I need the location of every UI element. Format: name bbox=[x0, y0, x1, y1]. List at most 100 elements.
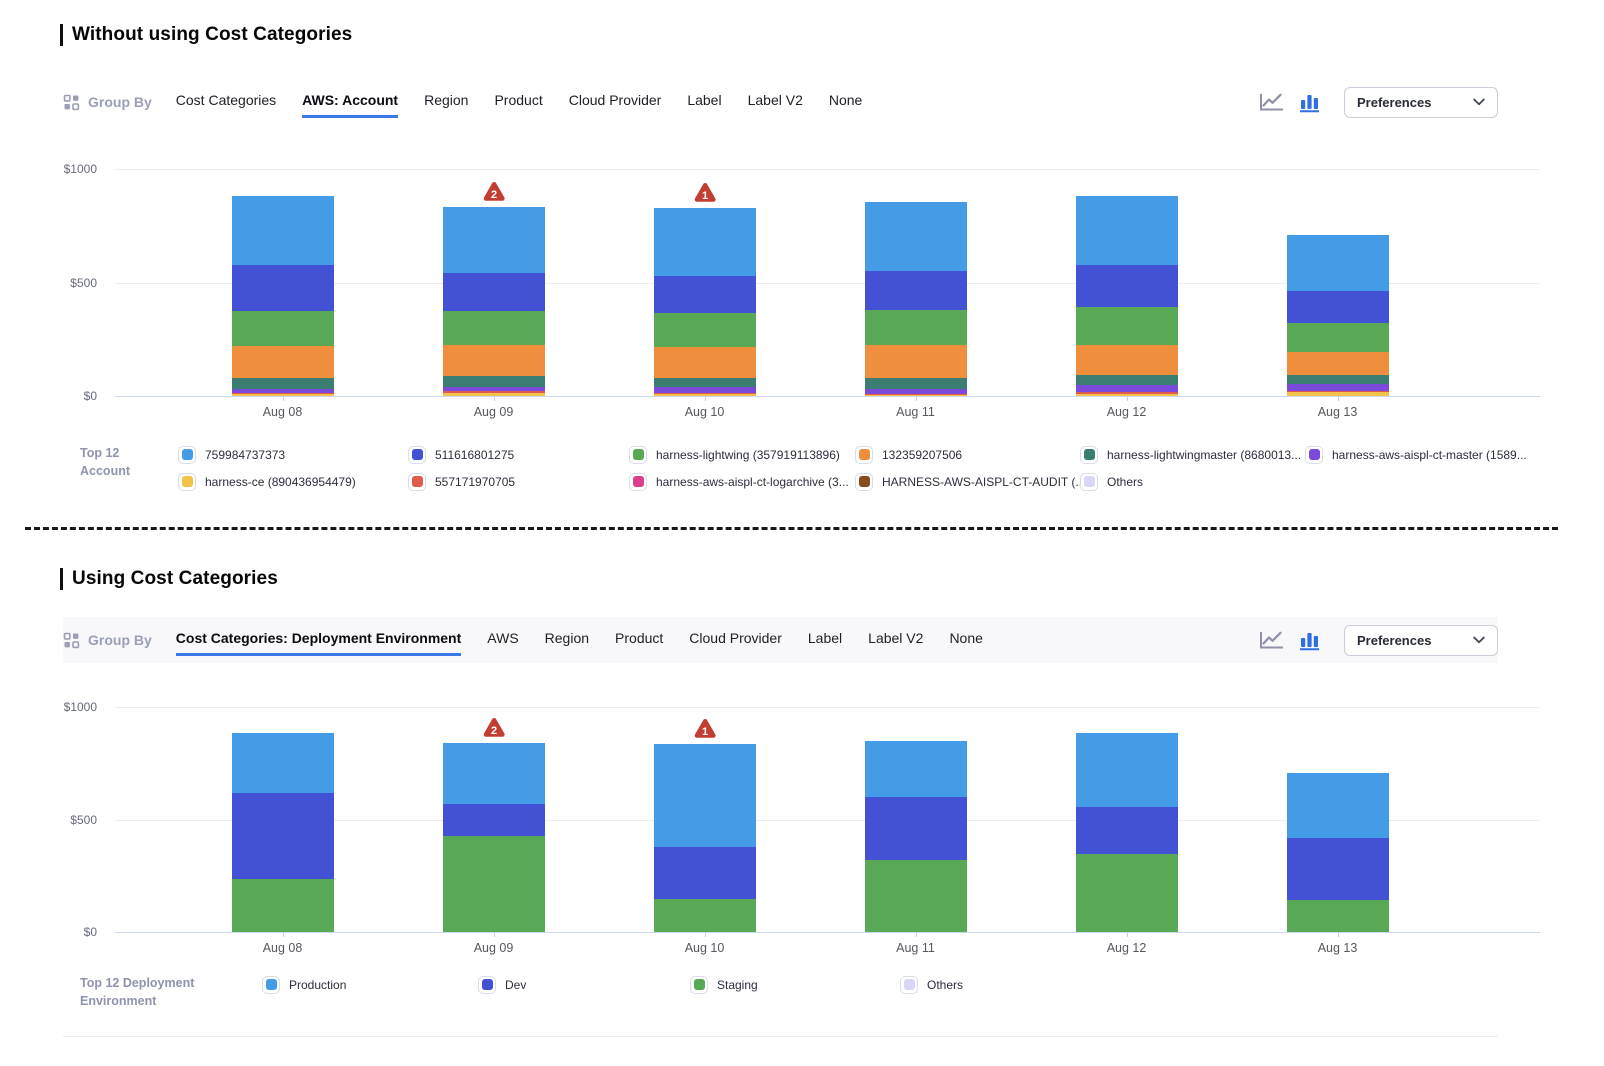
segment-harness-ce-890436954479[interactable] bbox=[1286, 391, 1389, 396]
segment-557171970705[interactable] bbox=[1286, 390, 1389, 392]
tab-product[interactable]: Product bbox=[494, 92, 543, 108]
line-chart-icon[interactable] bbox=[1258, 630, 1285, 651]
legend-item-harness-lightwingmaster-8680013[interactable]: harness-lightwingmaster (8680013... bbox=[1080, 445, 1305, 464]
segment-harness-lightwing-357919113896[interactable] bbox=[231, 311, 334, 347]
bar-chart-icon[interactable] bbox=[1298, 92, 1321, 113]
segment-production[interactable] bbox=[442, 743, 545, 805]
segment-dev[interactable] bbox=[442, 804, 545, 837]
segment-132359207506[interactable] bbox=[1286, 352, 1389, 376]
line-chart-icon[interactable] bbox=[1258, 92, 1285, 113]
segment-759984737373[interactable] bbox=[653, 207, 756, 277]
segment-dev[interactable] bbox=[1286, 838, 1389, 901]
tab-product[interactable]: Product bbox=[615, 630, 664, 646]
segment-759984737373[interactable] bbox=[1075, 196, 1178, 265]
segment-harness-ce-890436954479[interactable] bbox=[653, 394, 756, 396]
segment-759984737373[interactable] bbox=[864, 202, 967, 271]
legend-item-harness-aws-aispl-ct-audit[interactable]: HARNESS-AWS-AISPL-CT-AUDIT (... bbox=[855, 472, 1085, 491]
segment-511616801275[interactable] bbox=[653, 276, 756, 314]
segment-harness-ce-890436954479[interactable] bbox=[864, 394, 967, 396]
segment-harness-lightwingmaster-8680013[interactable] bbox=[231, 378, 334, 390]
tab-none[interactable]: None bbox=[949, 630, 983, 646]
segment-harness-lightwingmaster-8680013[interactable] bbox=[864, 377, 967, 389]
segment-harness-ce-890436954479[interactable] bbox=[1075, 393, 1178, 396]
segment-harness-aws-aispl-ct-master-1589[interactable] bbox=[653, 386, 756, 393]
segment-production[interactable] bbox=[1286, 773, 1389, 839]
segment-staging[interactable] bbox=[653, 898, 756, 932]
bar-aug-11[interactable] bbox=[864, 202, 967, 396]
tab-label[interactable]: Label bbox=[687, 92, 722, 108]
bar-aug-08[interactable] bbox=[231, 195, 334, 396]
legend-item-others[interactable]: Others bbox=[1080, 472, 1305, 491]
legend-item-harness-ce-890436954479[interactable]: harness-ce (890436954479) bbox=[178, 472, 408, 491]
tab-cloud-provider[interactable]: Cloud Provider bbox=[568, 92, 662, 108]
bar-aug-10[interactable] bbox=[653, 207, 756, 396]
segment-132359207506[interactable] bbox=[864, 345, 967, 378]
segment-harness-ce-890436954479[interactable] bbox=[442, 393, 545, 396]
bar-aug-09[interactable] bbox=[442, 206, 545, 396]
tab-cloud-provider[interactable]: Cloud Provider bbox=[689, 630, 782, 646]
tab-cost-categories-deployment-environment[interactable]: Cost Categories: Deployment Environment bbox=[175, 624, 462, 656]
legend-item-production[interactable]: Production bbox=[262, 975, 478, 994]
segment-511616801275[interactable] bbox=[864, 270, 967, 311]
anomaly-badge-aug-09[interactable]: 2 bbox=[482, 181, 505, 202]
legend-item-others[interactable]: Others bbox=[900, 975, 963, 994]
tab-none[interactable]: None bbox=[828, 92, 863, 108]
segment-harness-lightwingmaster-8680013[interactable] bbox=[1286, 375, 1389, 384]
segment-759984737373[interactable] bbox=[1286, 235, 1389, 291]
segment-production[interactable] bbox=[864, 741, 967, 798]
segment-harness-aws-aispl-ct-master-1589[interactable] bbox=[864, 388, 967, 394]
bar-aug-13[interactable] bbox=[1286, 773, 1389, 932]
segment-harness-aws-aispl-ct-master-1589[interactable] bbox=[231, 389, 334, 393]
tab-label-v2[interactable]: Label V2 bbox=[747, 92, 803, 108]
segment-dev[interactable] bbox=[653, 847, 756, 899]
segment-production[interactable] bbox=[1075, 732, 1178, 808]
legend-item-dev[interactable]: Dev bbox=[478, 975, 690, 994]
segment-557171970705[interactable] bbox=[442, 391, 545, 394]
segment-harness-lightwing-357919113896[interactable] bbox=[442, 311, 545, 346]
anomaly-badge-aug-10[interactable]: 1 bbox=[693, 182, 716, 203]
segment-harness-lightwingmaster-8680013[interactable] bbox=[653, 377, 756, 387]
segment-harness-lightwing-357919113896[interactable] bbox=[653, 313, 756, 348]
bar-chart-icon[interactable] bbox=[1298, 630, 1321, 651]
preferences-button[interactable]: Preferences bbox=[1344, 624, 1498, 656]
tab-region[interactable]: Region bbox=[544, 630, 590, 646]
bar-aug-12[interactable] bbox=[1075, 196, 1178, 396]
segment-dev[interactable] bbox=[864, 797, 967, 860]
segment-harness-lightwing-357919113896[interactable] bbox=[1286, 322, 1389, 353]
segment-132359207506[interactable] bbox=[1075, 344, 1178, 376]
segment-132359207506[interactable] bbox=[442, 345, 545, 377]
segment-557171970705[interactable] bbox=[653, 392, 756, 395]
legend-item-staging[interactable]: Staging bbox=[690, 975, 900, 994]
segment-staging[interactable] bbox=[864, 859, 967, 932]
legend-item-511616801275[interactable]: 511616801275 bbox=[408, 445, 629, 464]
segment-staging[interactable] bbox=[442, 836, 545, 932]
tab-region[interactable]: Region bbox=[424, 92, 469, 108]
anomaly-badge-aug-10[interactable]: 1 bbox=[693, 718, 716, 739]
segment-dev[interactable] bbox=[1075, 807, 1178, 855]
bar-aug-12[interactable] bbox=[1075, 732, 1178, 932]
segment-harness-ce-890436954479[interactable] bbox=[231, 394, 334, 396]
bar-aug-09[interactable] bbox=[442, 743, 545, 932]
segment-dev[interactable] bbox=[231, 792, 334, 879]
segment-557171970705[interactable] bbox=[1075, 391, 1178, 394]
segment-511616801275[interactable] bbox=[1286, 290, 1389, 323]
segment-132359207506[interactable] bbox=[231, 346, 334, 379]
tab-label-v2[interactable]: Label V2 bbox=[868, 630, 924, 646]
segment-511616801275[interactable] bbox=[442, 273, 545, 312]
segment-557171970705[interactable] bbox=[864, 393, 967, 395]
segment-511616801275[interactable] bbox=[231, 264, 334, 312]
preferences-button[interactable]: Preferences bbox=[1344, 86, 1498, 118]
segment-harness-lightwing-357919113896[interactable] bbox=[864, 310, 967, 346]
segment-production[interactable] bbox=[653, 743, 756, 848]
tab-aws[interactable]: AWS bbox=[487, 630, 519, 646]
segment-132359207506[interactable] bbox=[653, 347, 756, 378]
segment-staging[interactable] bbox=[1075, 854, 1178, 932]
segment-staging[interactable] bbox=[231, 878, 334, 932]
legend-item-harness-aws-aispl-ct-master-1589[interactable]: harness-aws-aispl-ct-master (1589... bbox=[1305, 445, 1527, 464]
segment-557171970705[interactable] bbox=[231, 392, 334, 395]
segment-harness-lightwing-357919113896[interactable] bbox=[1075, 307, 1178, 345]
legend-item-759984737373[interactable]: 759984737373 bbox=[178, 445, 408, 464]
segment-harness-lightwingmaster-8680013[interactable] bbox=[1075, 375, 1178, 385]
segment-511616801275[interactable] bbox=[1075, 264, 1178, 308]
legend-item-132359207506[interactable]: 132359207506 bbox=[855, 445, 1080, 464]
